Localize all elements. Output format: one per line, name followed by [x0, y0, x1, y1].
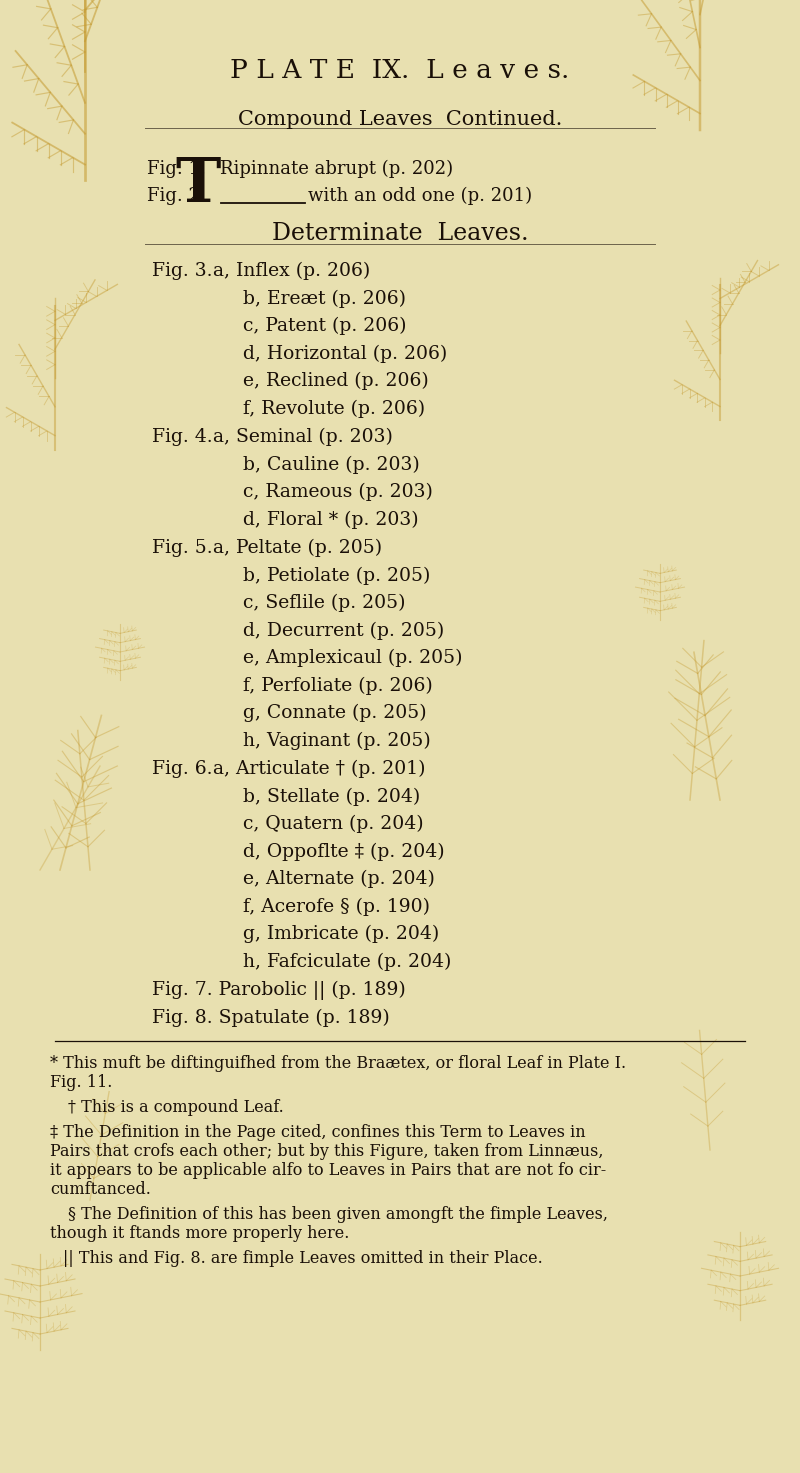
Text: T: T [175, 155, 220, 215]
Text: f, Acerofe § (p. 190): f, Acerofe § (p. 190) [237, 897, 430, 916]
Text: Compound Leaves  Continued.: Compound Leaves Continued. [238, 110, 562, 130]
Text: || This and Fig. 8. are fimple Leaves omitted in their Place.: || This and Fig. 8. are fimple Leaves om… [63, 1251, 542, 1267]
Text: § The Definition of this has been given amongft the fimple Leaves,: § The Definition of this has been given … [68, 1206, 608, 1223]
Text: though it ftands more properly here.: though it ftands more properly here. [50, 1226, 350, 1242]
Text: a, Articulate † (p. 201): a, Articulate † (p. 201) [207, 760, 426, 778]
Text: e, Amplexicaul (p. 205): e, Amplexicaul (p. 205) [237, 650, 462, 667]
Text: e, Alternate (p. 204): e, Alternate (p. 204) [237, 871, 435, 888]
Text: d, Floral * (p. 203): d, Floral * (p. 203) [237, 511, 418, 529]
Text: P L A T E  IX.  L e a v e s.: P L A T E IX. L e a v e s. [230, 57, 570, 82]
Text: d, Decurrent (p. 205): d, Decurrent (p. 205) [237, 622, 444, 639]
Text: g, Connate (p. 205): g, Connate (p. 205) [237, 704, 426, 722]
Text: f, Revolute (p. 206): f, Revolute (p. 206) [237, 399, 425, 418]
Text: c, Rameous (p. 203): c, Rameous (p. 203) [237, 483, 433, 501]
Text: with an odd one (p. 201): with an odd one (p. 201) [308, 187, 532, 205]
Text: c, Seflile (p. 205): c, Seflile (p. 205) [237, 594, 406, 613]
Text: b, Stellate (p. 204): b, Stellate (p. 204) [237, 788, 420, 806]
Text: Fig. 3.: Fig. 3. [152, 262, 213, 280]
Text: Pairs that crofs each other; but by this Figure, taken from Linnæus,: Pairs that crofs each other; but by this… [50, 1143, 603, 1161]
Text: c, Quatern (p. 204): c, Quatern (p. 204) [237, 815, 424, 834]
Text: Fig. 6.: Fig. 6. [152, 760, 213, 778]
Text: e, Reclined (p. 206): e, Reclined (p. 206) [237, 373, 429, 390]
Text: * This muft be diftinguifhed from the Braætex, or floral Leaf in Plate I.: * This muft be diftinguifhed from the Br… [50, 1055, 626, 1072]
Text: c, Patent (p. 206): c, Patent (p. 206) [237, 317, 406, 336]
Text: d, Horizontal (p. 206): d, Horizontal (p. 206) [237, 345, 447, 362]
Text: Fig. 7. Parobolic || (p. 189): Fig. 7. Parobolic || (p. 189) [152, 981, 406, 1000]
Text: g, Imbricate (p. 204): g, Imbricate (p. 204) [237, 925, 439, 943]
Text: f, Perfoliate (p. 206): f, Perfoliate (p. 206) [237, 676, 433, 695]
Text: Ripinnate abrupt (p. 202): Ripinnate abrupt (p. 202) [220, 161, 453, 178]
Text: it appears to be applicable alfo to Leaves in Pairs that are not fo cir-: it appears to be applicable alfo to Leav… [50, 1162, 606, 1178]
Text: ‡ The Definition in the Page cited, confines this Term to Leaves in: ‡ The Definition in the Page cited, conf… [50, 1124, 586, 1142]
Text: Fig. 2.: Fig. 2. [147, 187, 206, 205]
Text: a, Seminal (p. 203): a, Seminal (p. 203) [207, 429, 393, 446]
Text: d, Oppoflte ‡ (p. 204): d, Oppoflte ‡ (p. 204) [237, 843, 445, 860]
Text: Fig. 1.: Fig. 1. [147, 161, 206, 178]
Text: a, Inflex (p. 206): a, Inflex (p. 206) [207, 262, 370, 280]
Text: † This is a compound Leaf.: † This is a compound Leaf. [68, 1099, 284, 1117]
Text: Fig. 5.: Fig. 5. [152, 539, 213, 557]
Text: b, Petiolate (p. 205): b, Petiolate (p. 205) [237, 567, 430, 585]
Text: cumftanced.: cumftanced. [50, 1181, 151, 1198]
Text: Determinate  Leaves.: Determinate Leaves. [272, 222, 528, 245]
Text: Fig. 8. Spatulate (p. 189): Fig. 8. Spatulate (p. 189) [152, 1009, 390, 1027]
Text: b, Ereæt (p. 206): b, Ereæt (p. 206) [237, 290, 406, 308]
Text: Fig. 11.: Fig. 11. [50, 1074, 112, 1091]
Text: h, Fafciculate (p. 204): h, Fafciculate (p. 204) [237, 953, 451, 971]
Text: Fig. 4.: Fig. 4. [152, 429, 213, 446]
Text: a, Peltate (p. 205): a, Peltate (p. 205) [207, 539, 382, 557]
Text: b, Cauline (p. 203): b, Cauline (p. 203) [237, 455, 420, 474]
Text: h, Vaginant (p. 205): h, Vaginant (p. 205) [237, 732, 430, 750]
